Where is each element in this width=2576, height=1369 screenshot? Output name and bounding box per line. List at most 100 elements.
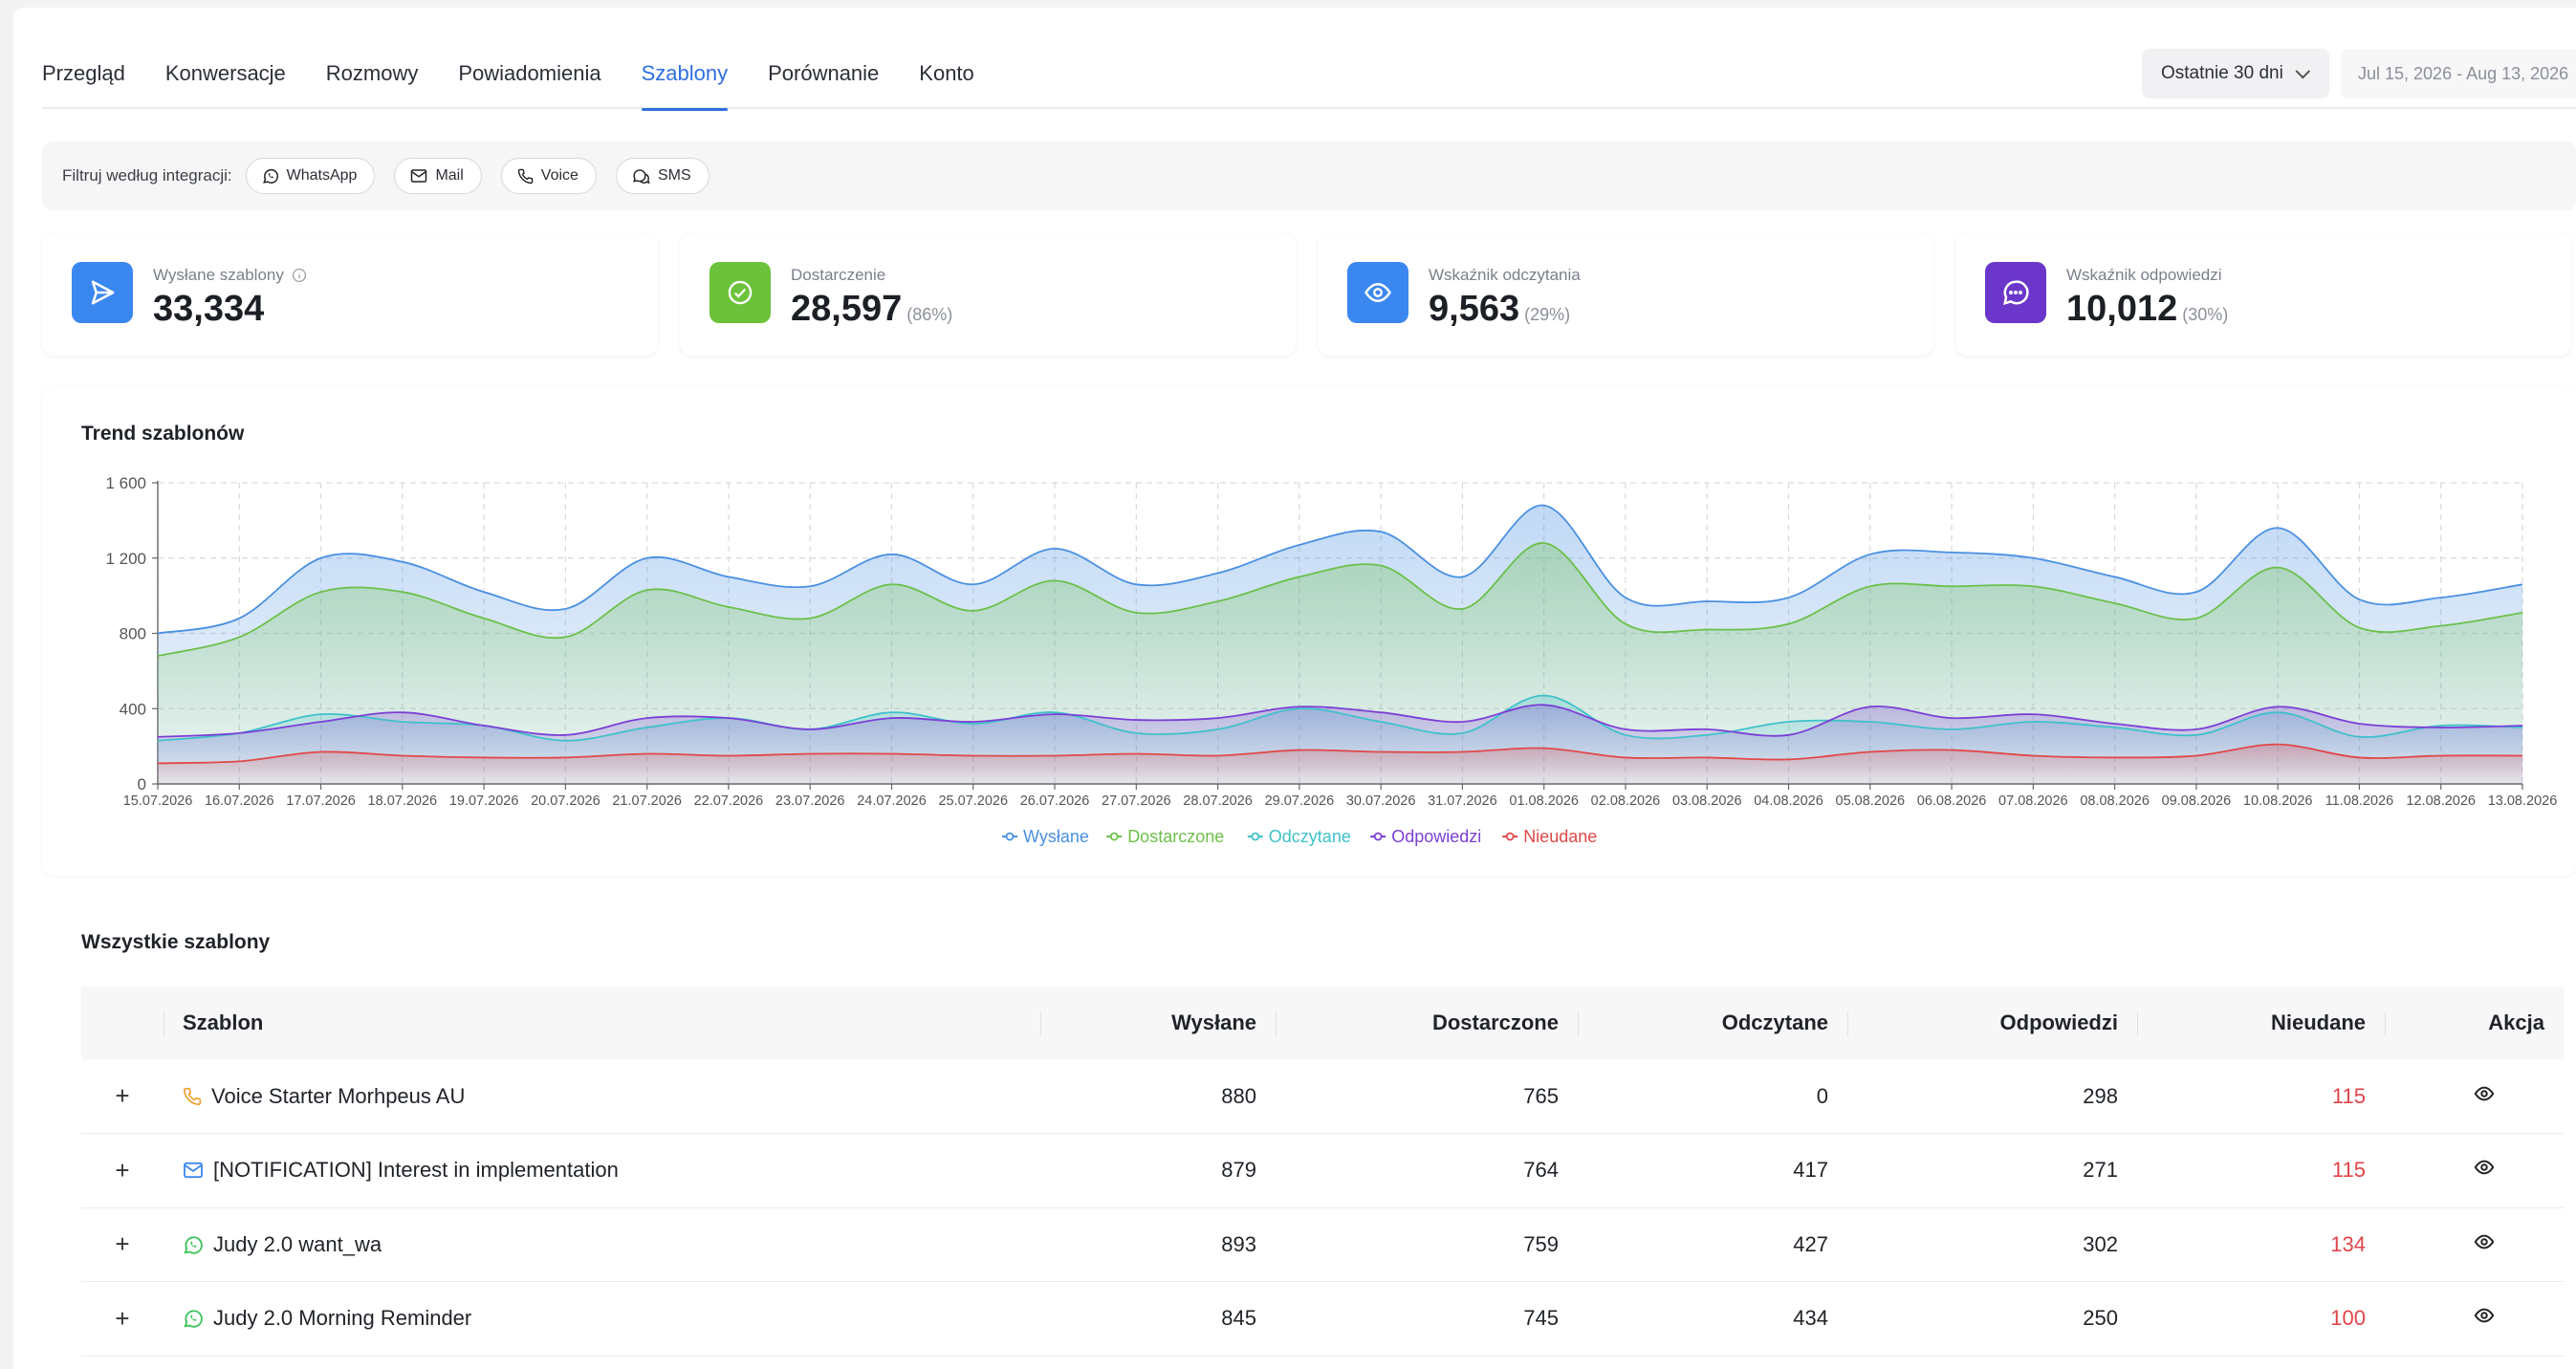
legend-item[interactable]: Odpowiedzi — [1370, 827, 1481, 846]
col-header-failed[interactable]: Nieudane — [2137, 987, 2385, 1059]
view-eye-icon[interactable] — [2474, 1231, 2495, 1252]
y-tick-label: 800 — [120, 625, 146, 643]
col-header-template[interactable]: Szablon — [164, 987, 1040, 1059]
view-eye-icon[interactable] — [2474, 1083, 2495, 1104]
x-tick-label: 03.08.2026 — [1672, 793, 1742, 809]
whatsapp-icon — [262, 168, 278, 184]
chat-icon — [2003, 280, 2029, 306]
sent-cell: 879 — [1221, 1158, 1256, 1183]
app-frame: Przegląd Konwersacje Rozmowy Powiadomien… — [13, 8, 2576, 1369]
stat-percent: (86%) — [906, 305, 953, 324]
view-eye-icon[interactable] — [2474, 1157, 2495, 1178]
info-icon[interactable] — [292, 268, 307, 283]
col-header-delivered[interactable]: Dostarczone — [1276, 987, 1578, 1059]
tab-szablony[interactable]: Szablony — [641, 61, 728, 111]
filter-chip-voice[interactable]: Voice — [500, 158, 597, 194]
tab-porownanie[interactable]: Porównanie — [768, 61, 880, 85]
x-tick-label: 11.08.2026 — [2325, 793, 2394, 809]
template-name-cell: Judy 2.0 Morning Reminder — [164, 1282, 1040, 1357]
expand-header — [81, 987, 164, 1059]
expand-row-button[interactable]: + — [115, 1155, 130, 1184]
filter-chip-label: SMS — [657, 167, 691, 184]
filter-chip-label: Voice — [540, 167, 579, 184]
legend-swatch-dot — [1109, 832, 1119, 841]
legend-item[interactable]: Nieudane — [1502, 827, 1597, 846]
stat-value-number: 33,334 — [153, 289, 265, 329]
sent-cell: 880 — [1221, 1083, 1256, 1108]
delivered-cell: 764 — [1523, 1158, 1559, 1183]
sent-cell: 845 — [1221, 1306, 1256, 1331]
legend-item[interactable]: Wysłane — [1002, 827, 1089, 846]
legend-swatch-dot — [1005, 832, 1015, 841]
table-row[interactable]: + [NOTIFICATION] Interest in implementati… — [81, 1134, 2564, 1208]
x-tick-label: 16.07.2026 — [205, 793, 274, 809]
chevron-down-icon — [2295, 63, 2310, 78]
legend-item[interactable]: Dostarczone — [1106, 827, 1224, 846]
trend-chart-panel: Trend szablonów 0 400 800 1 200 1 600 15.07.2… — [42, 386, 2576, 876]
table-row[interactable]: + Judy 2.0 want_wa 893 759 427 302 134 — [81, 1207, 2564, 1282]
date-range-picker[interactable]: Jul 15, 2026 - Aug 13, 2026 — [2341, 49, 2576, 98]
tab-rozmowy[interactable]: Rozmowy — [325, 61, 419, 85]
stat-card-reply-rate: Wskaźnik odpowiedzi 10,012 (30%) — [1955, 233, 2571, 356]
tab-konto[interactable]: Konto — [919, 61, 974, 85]
sms-icon — [633, 168, 650, 184]
failed-cell: 100 — [2330, 1306, 2366, 1331]
stat-value-number: 28,597 — [791, 289, 903, 329]
y-tick-label: 0 — [138, 775, 146, 793]
legend-swatch-dot — [1505, 832, 1515, 841]
tab-konwersacje[interactable]: Konwersacje — [164, 61, 286, 85]
template-name: [NOTIFICATION] Interest in implementatio… — [213, 1158, 619, 1183]
legend-item[interactable]: Odczytane — [1247, 827, 1351, 846]
filter-chip-whatsapp[interactable]: WhatsApp — [245, 158, 376, 194]
tab-powiadomienia[interactable]: Powiadomienia — [458, 61, 601, 85]
stat-icon-box — [709, 262, 771, 323]
x-tick-label: 25.07.2026 — [938, 793, 1008, 809]
x-tick-label: 22.07.2026 — [694, 793, 764, 809]
x-tick-label: 23.07.2026 — [775, 793, 845, 809]
action-cell — [2385, 1134, 2564, 1208]
tab-bar: Przegląd Konwersacje Rozmowy Powiadomien… — [42, 61, 1015, 111]
x-tick-label: 08.08.2026 — [2080, 793, 2150, 809]
x-tick-label: 13.08.2026 — [2488, 793, 2558, 809]
col-header-sent[interactable]: Wysłane — [1040, 987, 1276, 1059]
filter-chip-mail[interactable]: Mail — [394, 158, 482, 194]
expand-row-button[interactable]: + — [115, 1081, 130, 1110]
stat-label: Wskaźnik odczytania — [1429, 266, 1581, 284]
x-tick-label: 20.07.2026 — [531, 793, 600, 809]
legend-label: Nieudane — [1523, 827, 1597, 846]
x-tick-label: 26.07.2026 — [1020, 793, 1090, 809]
template-name-cell: [NOTIFICATION] Interest in implementatio… — [164, 1134, 1040, 1208]
mail-icon — [411, 169, 427, 183]
stat-icon-box — [1985, 262, 2046, 323]
col-header-replies[interactable]: Odpowiedzi — [1847, 987, 2137, 1059]
expand-row-button[interactable]: + — [115, 1229, 130, 1259]
x-tick-label: 28.07.2026 — [1183, 793, 1253, 809]
x-tick-label: 24.07.2026 — [857, 793, 927, 809]
col-header-read[interactable]: Odczytane — [1578, 987, 1847, 1059]
action-cell — [2385, 1282, 2564, 1357]
filter-label: Filtruj według integracji: — [62, 166, 232, 185]
legend-label: Wysłane — [1023, 827, 1089, 846]
table-row[interactable]: + Voice Starter Morhpeus AU 880 765 0 298 115 — [81, 1059, 2564, 1134]
table-row[interactable]: + Judy 2.0 Morning Reminder 845 745 434 250 10… — [81, 1282, 2564, 1357]
x-tick-label: 07.08.2026 — [1998, 793, 2068, 809]
y-tick-label: 1 600 — [105, 474, 146, 492]
stat-card-read-rate: Wskaźnik odczytania 9,563 (29%) — [1318, 233, 1933, 356]
legend-label: Dostarczone — [1127, 827, 1224, 846]
series-line — [157, 694, 2523, 742]
whatsapp-icon — [184, 1236, 203, 1254]
expand-row-button[interactable]: + — [115, 1303, 130, 1333]
replies-cell: 298 — [2083, 1083, 2118, 1108]
whatsapp-icon — [184, 1310, 203, 1328]
stat-label-text: Wysłane szablony — [153, 266, 284, 284]
y-tick-label: 400 — [120, 700, 146, 718]
check-circle-icon — [728, 280, 753, 305]
tab-przeglad[interactable]: Przegląd — [42, 61, 125, 85]
replies-cell: 302 — [2083, 1231, 2118, 1256]
filter-chip-sms[interactable]: SMS — [615, 158, 709, 194]
range-select-label: Ostatnie 30 dni — [2161, 63, 2283, 83]
range-select[interactable]: Ostatnie 30 dni — [2142, 49, 2329, 98]
template-name-cell: Voice Starter Morhpeus AU — [164, 1059, 1040, 1134]
view-eye-icon[interactable] — [2474, 1305, 2495, 1326]
read-cell: 434 — [1793, 1306, 1828, 1331]
